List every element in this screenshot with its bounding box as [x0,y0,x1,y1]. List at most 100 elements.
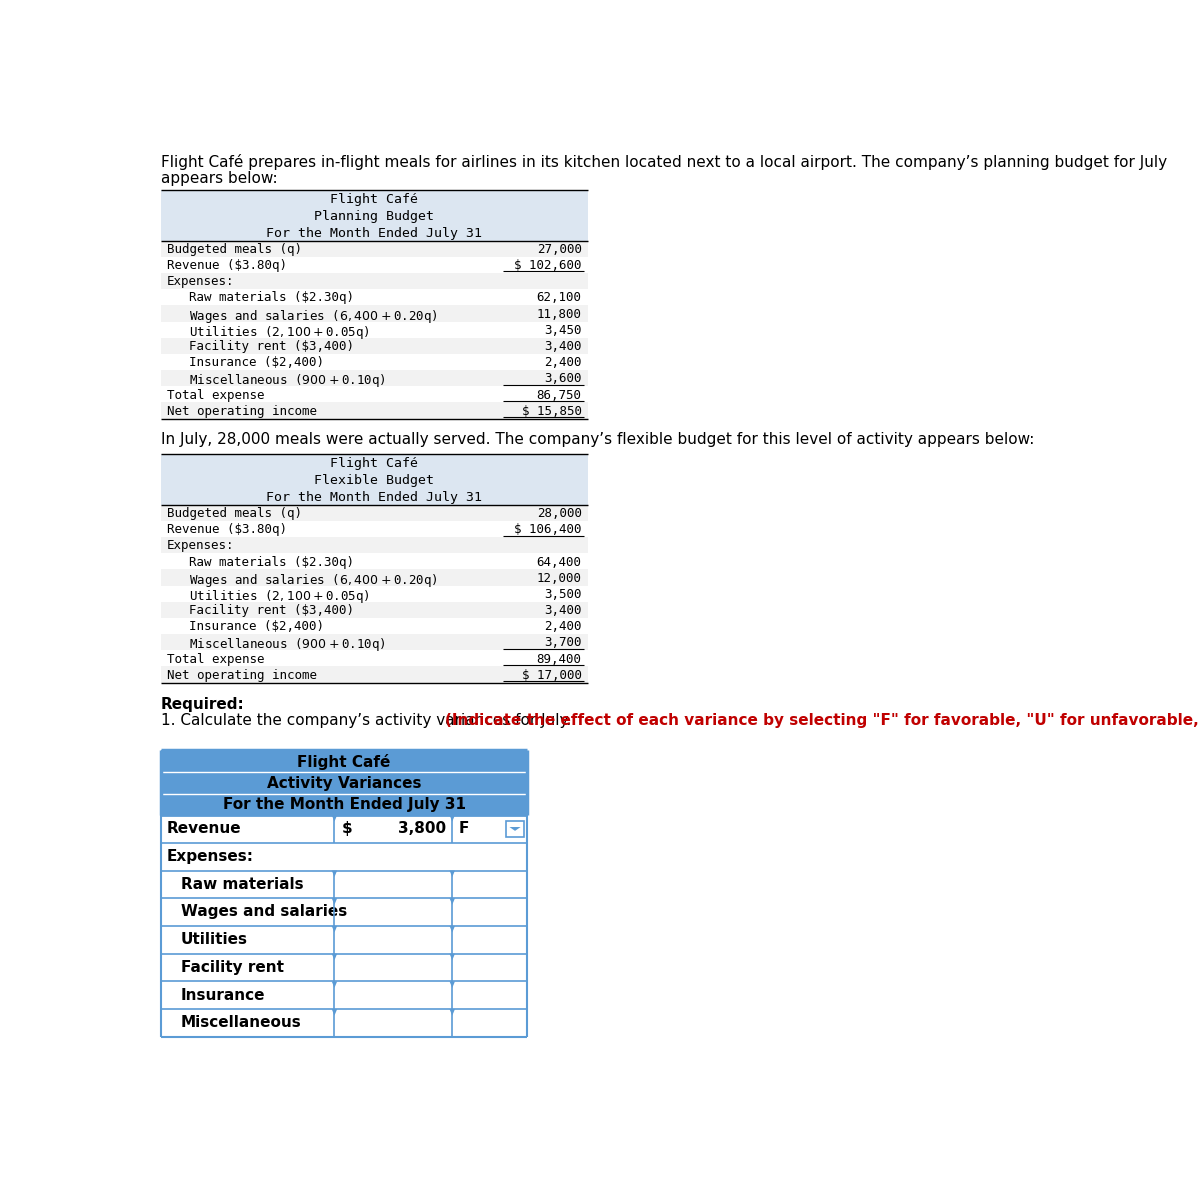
Text: Planning Budget: Planning Budget [314,209,434,223]
Bar [161,290,588,305]
Text: Required:: Required: [161,697,245,711]
Text: Flight Café prepares in-flight meals for airlines in its kitchen located next to: Flight Café prepares in-flight meals for… [161,154,1166,170]
Bar [161,650,588,667]
Polygon shape [331,926,337,932]
Text: 1. Calculate the company’s activity variances for July.: 1. Calculate the company’s activity vari… [161,713,576,729]
Text: Miscellaneous ($900 + $0.10q): Miscellaneous ($900 + $0.10q) [188,637,385,654]
Text: 3,500: 3,500 [544,588,582,601]
Polygon shape [331,815,337,821]
Text: 11,800: 11,800 [536,308,582,321]
Text: Miscellaneous ($900 + $0.10q): Miscellaneous ($900 + $0.10q) [188,372,385,389]
Text: 3,800: 3,800 [398,821,446,837]
Polygon shape [331,982,337,988]
Polygon shape [450,926,455,932]
Text: $ 17,000: $ 17,000 [522,669,582,682]
Bar [161,387,588,402]
Text: Total expense: Total expense [167,389,264,401]
Text: 3,400: 3,400 [544,340,582,353]
Text: Facility rent: Facility rent [181,960,284,974]
Text: 64,400: 64,400 [536,555,582,569]
Text: $ 106,400: $ 106,400 [514,523,582,536]
Polygon shape [331,954,337,960]
Text: 27,000: 27,000 [536,243,582,256]
Text: Flexible Budget: Flexible Budget [314,474,434,487]
Bar [161,815,528,843]
Bar [161,190,588,241]
Bar [161,370,588,387]
Text: Budgeted meals (q): Budgeted meals (q) [167,508,302,519]
Polygon shape [450,870,455,877]
Bar [161,241,588,257]
Polygon shape [450,898,455,905]
Bar [161,354,588,370]
Text: 2,400: 2,400 [544,357,582,369]
Text: Expenses:: Expenses: [167,849,254,864]
Text: Revenue: Revenue [167,821,241,837]
Text: Raw materials ($2.30q): Raw materials ($2.30q) [188,555,354,569]
Text: $ 15,850: $ 15,850 [522,405,582,418]
Text: Facility rent ($3,400): Facility rent ($3,400) [188,340,354,353]
Text: Flight Café: Flight Café [330,193,419,206]
Bar [161,618,588,634]
Text: 12,000: 12,000 [536,572,582,585]
Bar [161,954,528,982]
Text: Facility rent ($3,400): Facility rent ($3,400) [188,604,354,618]
Bar [161,338,588,354]
Bar [161,305,588,322]
Bar [505,821,524,837]
Text: 28,000: 28,000 [536,508,582,519]
Bar [161,273,588,290]
Bar [161,926,528,954]
Bar [161,521,588,537]
Text: 89,400: 89,400 [536,652,582,666]
Text: Insurance ($2,400): Insurance ($2,400) [188,620,324,633]
Bar [161,585,588,602]
Text: Utilities ($2,100 + $0.05q): Utilities ($2,100 + $0.05q) [188,324,370,341]
Text: Expenses:: Expenses: [167,275,234,288]
Bar [161,751,528,815]
Text: Budgeted meals (q): Budgeted meals (q) [167,243,302,256]
Bar [161,322,588,338]
Text: Wages and salaries ($6,400 + $0.20q): Wages and salaries ($6,400 + $0.20q) [188,308,437,324]
Text: For the Month Ended July 31: For the Month Ended July 31 [266,491,482,504]
Text: Expenses:: Expenses: [167,540,234,553]
Text: F: F [458,821,469,837]
Text: 3,600: 3,600 [544,372,582,385]
Bar [161,454,588,505]
Text: Wages and salaries: Wages and salaries [181,905,347,919]
Text: In July, 28,000 meals were actually served. The company’s flexible budget for th: In July, 28,000 meals were actually serv… [161,432,1034,448]
Bar [161,898,528,926]
Bar [161,570,588,585]
Polygon shape [331,898,337,905]
Bar [161,553,588,570]
Text: Net operating income: Net operating income [167,405,317,418]
Text: Utilities ($2,100 + $0.05q): Utilities ($2,100 + $0.05q) [188,588,370,604]
Polygon shape [331,1009,337,1015]
Polygon shape [450,1009,455,1015]
Text: Insurance ($2,400): Insurance ($2,400) [188,357,324,369]
Text: Raw materials ($2.30q): Raw materials ($2.30q) [188,292,354,304]
Text: For the Month Ended July 31: For the Month Ended July 31 [266,226,482,239]
Bar [161,257,588,273]
Text: Total expense: Total expense [167,652,264,666]
Text: 3,700: 3,700 [544,637,582,650]
Text: Flight Café: Flight Café [330,457,419,470]
Text: For the Month Ended July 31: For the Month Ended July 31 [223,797,466,813]
Bar [161,1009,528,1037]
Bar [505,821,524,837]
Text: Revenue ($3.80q): Revenue ($3.80q) [167,523,287,536]
Text: Flight Café: Flight Café [298,754,391,770]
Polygon shape [450,815,455,821]
Text: 3,450: 3,450 [544,324,582,336]
Text: Raw materials: Raw materials [181,876,304,892]
Text: Wages and salaries ($6,400+ $0.20q): Wages and salaries ($6,400+ $0.20q) [188,572,437,589]
Text: (Indicate the effect of each variance by selecting "F" for favorable, "U" for un: (Indicate the effect of each variance by… [445,713,1200,729]
Polygon shape [510,827,521,831]
Bar [161,537,588,553]
Text: Insurance: Insurance [181,988,265,1003]
Text: $ 102,600: $ 102,600 [514,259,582,272]
Text: Net operating income: Net operating income [167,669,317,682]
Bar [161,505,588,521]
Bar [161,634,588,650]
Polygon shape [331,870,337,877]
